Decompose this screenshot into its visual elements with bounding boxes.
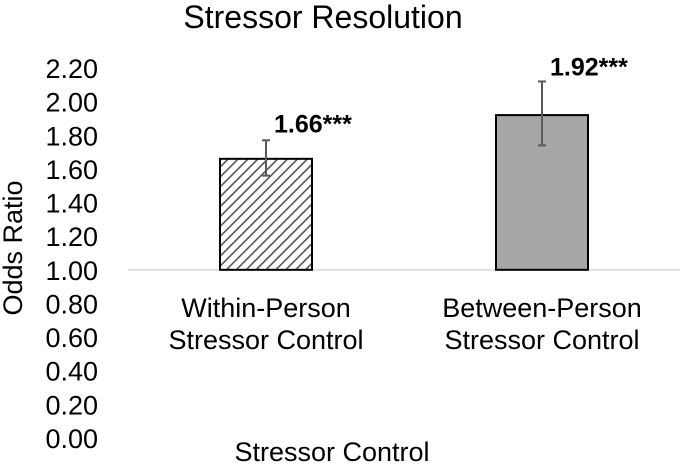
y-tick-label: 1.40 (45, 189, 98, 219)
data-label: 1.66*** (274, 110, 352, 138)
data-label: 1.92*** (550, 53, 628, 81)
y-tick-label: 0.40 (45, 357, 98, 387)
y-tick-label: 0.20 (45, 390, 98, 420)
y-tick-label: 1.20 (45, 222, 98, 252)
bar (219, 157, 313, 271)
y-tick-label: 1.60 (45, 155, 98, 185)
category-labels: Within-Person Stressor Control Between-Per… (168, 293, 641, 355)
y-tick-label: 0.00 (45, 424, 98, 454)
y-axis-ticks: 0.00 0.200.40 0.60 0.801.00 1.201.40 1.60 1.80… (45, 54, 98, 454)
y-tick-label: 2.00 (45, 88, 98, 118)
y-tick-label: 1.00 (45, 256, 98, 286)
y-tick-label: 0.80 (45, 289, 98, 319)
error-bar (262, 139, 270, 177)
category-label: Between-Person Stressor Control (442, 293, 642, 355)
y-tick-label: 1.80 (45, 121, 98, 151)
y-axis-title: Odds Ratio (0, 180, 28, 315)
x-axis-title: Stressor Control (234, 437, 429, 467)
bars: 1.66*** 1.92*** (219, 53, 628, 271)
y-tick-label: 0.60 (45, 323, 98, 353)
y-tick-label: 2.20 (45, 54, 98, 84)
chart-title: Stressor Resolution (183, 0, 462, 35)
category-label: Within-Person Stressor Control (168, 293, 363, 355)
error-bar (538, 80, 546, 147)
